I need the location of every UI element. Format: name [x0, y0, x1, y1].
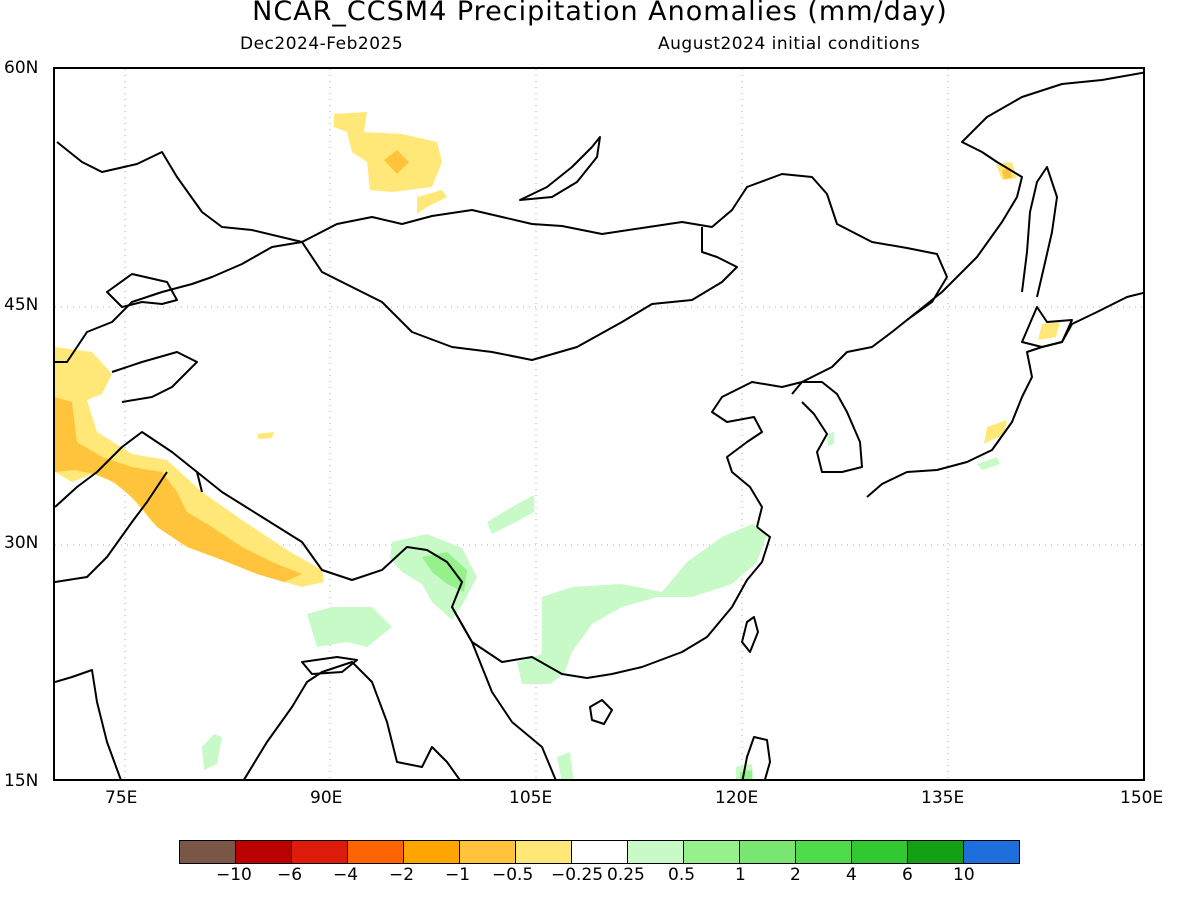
coastline-philippines: [741, 736, 771, 779]
coastline-korea: [801, 381, 863, 473]
coastline-hainan: [589, 699, 613, 725]
colorbar-swatch: [740, 841, 796, 863]
dry-core-sakhalin: [1002, 168, 1012, 179]
colorbar-swatch: [460, 841, 516, 863]
lat-label-45n: 45N: [4, 295, 39, 315]
coastline-sri-lanka-region: [301, 656, 358, 675]
graticule: [55, 69, 1143, 779]
dry-region-siberia: [334, 112, 442, 192]
colorbar-swatch: [572, 841, 628, 863]
dry-patch-siberia-2: [417, 190, 447, 214]
colorbar-label: 6: [902, 865, 913, 885]
wet-patch-japan: [977, 457, 1000, 470]
colorbar-swatch: [684, 841, 740, 863]
dry-patch-tibet: [257, 432, 274, 439]
colorbar-swatch: [908, 841, 964, 863]
wet-region-assam: [307, 607, 392, 647]
wet-patch-india-coast: [202, 734, 222, 770]
border-kazakhstan: [55, 241, 303, 363]
lon-label-150e: 150E: [1120, 788, 1164, 808]
coastline-taiwan: [741, 616, 759, 653]
colorbar-label: −10: [216, 865, 252, 885]
colorbar-label: 2: [790, 865, 801, 885]
wet-region-south-china: [540, 524, 767, 674]
chart-title: NCAR_CCSM4 Precipitation Anomalies (mm/d…: [252, 0, 948, 27]
coastline-bay-of-bengal: [243, 661, 461, 779]
border-china-west: [196, 471, 588, 679]
lon-label-120e: 120E: [715, 788, 759, 808]
colorbar-label: 0.5: [668, 865, 696, 885]
lon-label-105e: 105E: [509, 788, 553, 808]
lon-label-90e: 90E: [310, 788, 343, 808]
colorbar-label: −0.25: [551, 865, 604, 885]
colorbar-swatch: [796, 841, 852, 863]
colorbar-label: 10: [953, 865, 975, 885]
coastline-hokkaido: [1021, 306, 1073, 348]
wet-patch-indochina: [557, 752, 574, 779]
lat-label-15n: 15N: [4, 771, 39, 791]
colorbar-swatch: [180, 841, 236, 863]
border-central-asia: [111, 351, 198, 403]
dry-anomaly-medium: [55, 150, 1012, 582]
colorbar-label: −4: [333, 865, 359, 885]
colorbar-label: 1: [735, 865, 746, 885]
border-myanmar-thailand: [451, 606, 557, 779]
colorbar-swatch: [628, 841, 684, 863]
border-mongolia-china: [301, 227, 738, 361]
border-afghanistan-pakistan: [55, 431, 203, 508]
colorbar-label: 4: [846, 865, 857, 885]
colorbar-label: −0.5: [492, 865, 534, 885]
dry-anomaly-light: [55, 112, 1060, 587]
forecast-period: Dec2024-Feb2025: [240, 34, 404, 54]
coastline-japan: [866, 291, 1143, 498]
coastline-south-china: [586, 526, 771, 679]
initial-conditions: August2024 initial conditions: [658, 34, 921, 54]
wet-patch-korea: [827, 432, 834, 446]
coastline-sakhalin: [1021, 166, 1058, 298]
border-india-pakistan: [55, 471, 168, 583]
colorbar-swatch: [964, 841, 1019, 863]
coastline-arctic: [56, 141, 948, 395]
wet-region-qinghai: [487, 495, 534, 534]
coastline-india-west: [55, 669, 122, 779]
colorbar-swatch: [348, 841, 404, 863]
colorbar-label: −1: [445, 865, 471, 885]
anomaly-map: [55, 69, 1143, 779]
dry-patch-honshu: [984, 420, 1007, 444]
colorbar-swatch: [292, 841, 348, 863]
colorbar-label: 0.25: [607, 865, 645, 885]
wet-core-yunnan: [422, 552, 467, 592]
colorbar-label: −6: [277, 865, 303, 885]
colorbar-label: −2: [389, 865, 415, 885]
colorbar: [179, 840, 1020, 864]
coastline-okhotsk: [906, 71, 1143, 321]
lon-label-135e: 135E: [921, 788, 965, 808]
coastline-east-china: [711, 381, 803, 528]
lat-label-60n: 60N: [4, 58, 39, 78]
lat-label-30n: 30N: [4, 533, 39, 553]
colorbar-swatch: [236, 841, 292, 863]
dry-patch-hokkaido: [1038, 322, 1060, 340]
lon-label-75e: 75E: [105, 788, 138, 808]
coastline-lake-baikal: [519, 136, 601, 201]
colorbar-swatch: [852, 841, 908, 863]
wet-region-south-china-west: [517, 654, 564, 684]
dry-core-siberia: [384, 150, 409, 174]
coastline-caspian-aral: [106, 273, 178, 308]
colorbar-swatch: [404, 841, 460, 863]
coastlines: [55, 71, 1143, 779]
colorbar-swatch: [516, 841, 572, 863]
map-panel: [53, 67, 1145, 781]
